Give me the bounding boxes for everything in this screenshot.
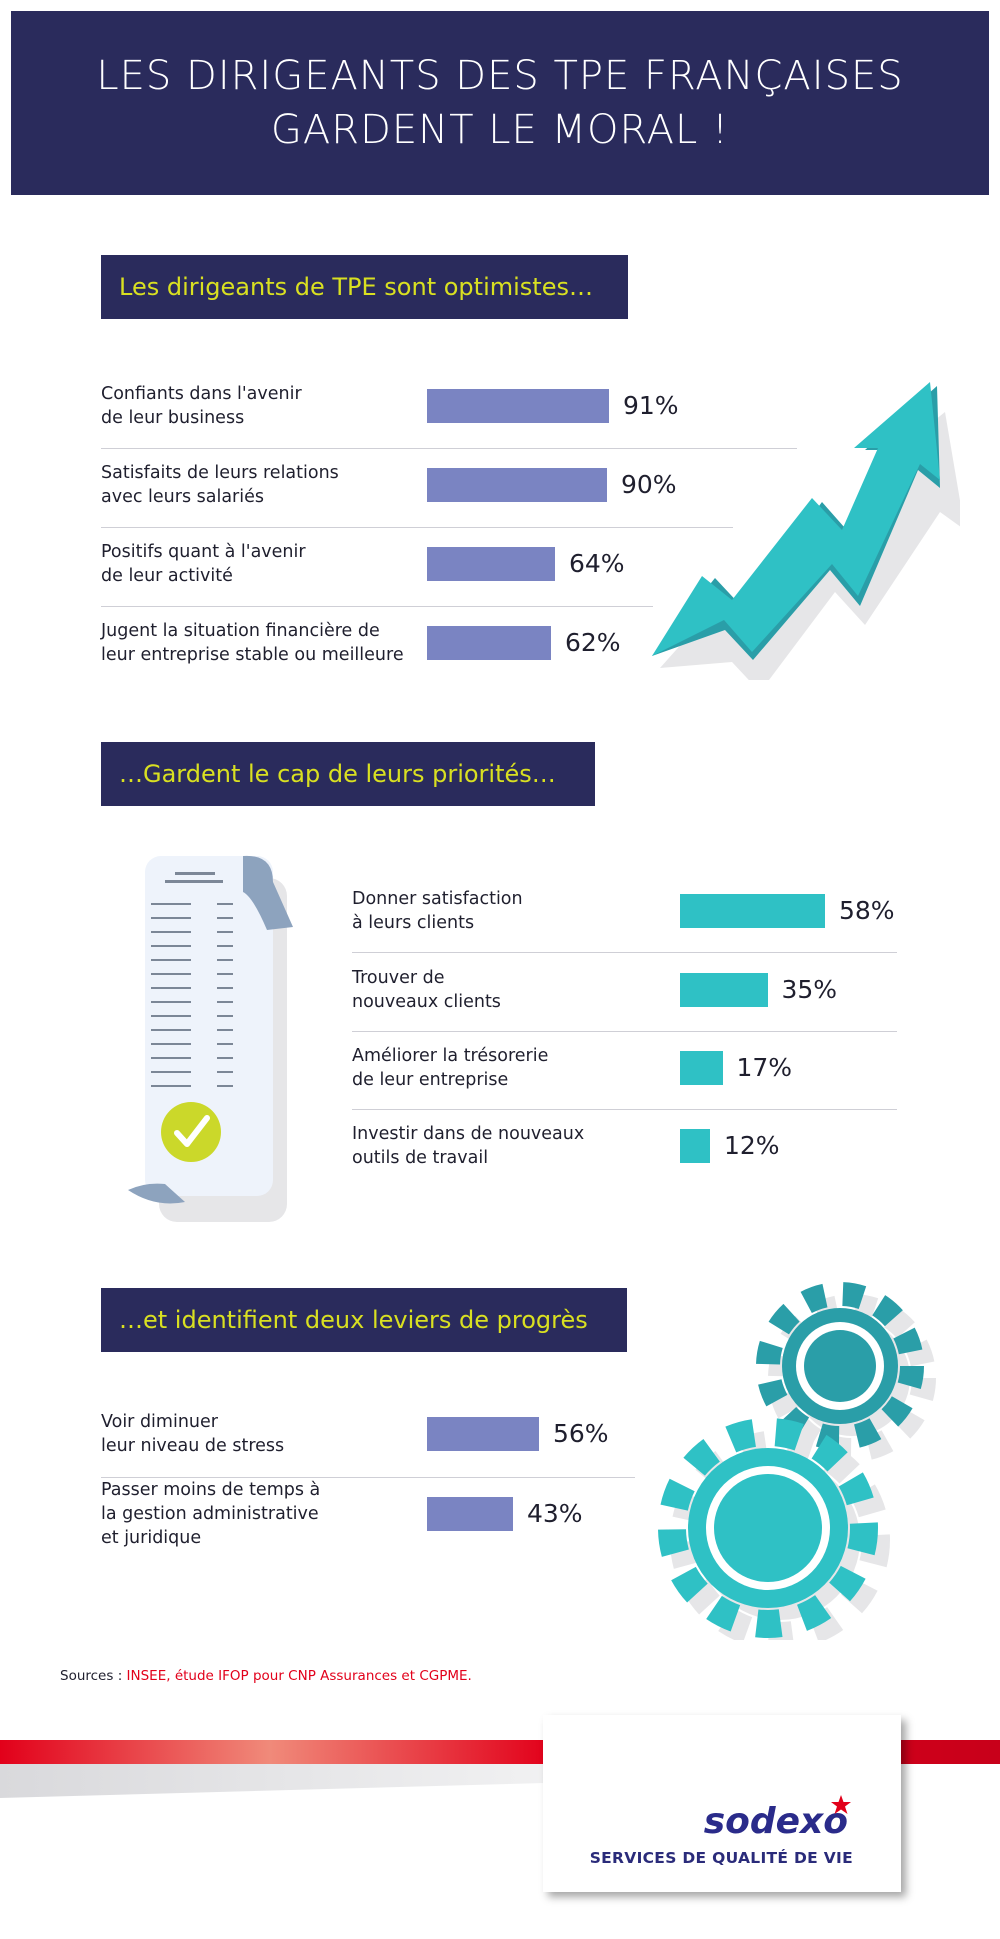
category-label: Positifs quant à l'avenir de leur activit…: [101, 540, 306, 588]
bar: [427, 1417, 539, 1451]
category-label-line: Investir dans de nouveaux: [352, 1124, 585, 1144]
category-label: Améliorer la trésorerie de leur entrepris…: [352, 1044, 548, 1092]
section-1-heading: Les dirigeants de TPE sont optimistes…: [101, 255, 628, 319]
bar: [427, 547, 555, 581]
value-label: 58%: [839, 896, 895, 925]
category-label-line: à leurs clients: [352, 913, 475, 933]
category-label-line: Confiants dans l'avenir: [101, 384, 302, 404]
title-banner: LES DIRIGEANTS DES TPE FRANÇAISES GARDEN…: [11, 11, 989, 195]
category-label-line: Satisfaits de leurs relations: [101, 463, 339, 483]
sources-prefix: Sources :: [60, 1668, 127, 1684]
value-label: 62%: [565, 628, 621, 657]
star-icon: [831, 1795, 851, 1814]
bar: [680, 973, 768, 1007]
value-label: 12%: [724, 1131, 780, 1160]
bar: [427, 389, 609, 423]
row-divider: [101, 1477, 635, 1478]
category-label-line: outils de travail: [352, 1148, 489, 1168]
row-divider: [352, 952, 897, 953]
row-divider: [101, 527, 733, 528]
category-label-line: de leur business: [101, 408, 245, 428]
category-label: Confiants dans l'avenir de leur business: [101, 382, 302, 430]
section-2-heading: …Gardent le cap de leurs priorités…: [101, 742, 595, 806]
category-label-line: avec leurs salariés: [101, 487, 264, 507]
category-label-line: de leur activité: [101, 566, 233, 586]
category-label: Trouver de nouveaux clients: [352, 966, 501, 1014]
category-label-line: et juridique: [101, 1528, 202, 1548]
category-label-line: de leur entreprise: [352, 1070, 509, 1090]
sources-text: INSEE, étude IFOP pour CNP Assurances et…: [126, 1668, 472, 1684]
category-label: Passer moins de temps à la gestion admini…: [101, 1478, 320, 1550]
logo-wordmark: sodexo: [703, 1801, 848, 1842]
sodexo-logo: sodexo SERVICES DE QUALITÉ DE VIE: [543, 1715, 901, 1892]
value-label: 35%: [781, 975, 838, 1004]
title-line-2: GARDENT LE MORAL !: [270, 107, 730, 153]
title-line-1: LES DIRIGEANTS DES TPE FRANÇAISES: [96, 53, 904, 99]
value-label: 91%: [623, 391, 679, 420]
checklist-receipt-icon: [128, 855, 293, 1222]
section-3-heading: …et identifient deux leviers de progrès: [101, 1288, 627, 1352]
category-label: Jugent la situation financière de leur en…: [101, 619, 404, 667]
row-divider: [101, 448, 797, 449]
bar: [427, 626, 551, 660]
sources-note: Sources : INSEE, étude IFOP pour CNP Ass…: [60, 1668, 472, 1684]
value-label: 90%: [621, 470, 677, 499]
bar: [427, 468, 607, 502]
category-label-line: Voir diminuer: [101, 1412, 218, 1432]
category-label-line: Améliorer la trésorerie: [352, 1046, 549, 1066]
row-divider: [352, 1109, 897, 1110]
category-label-line: leur entreprise stable ou meilleure: [101, 645, 404, 665]
gears-icon: [658, 1282, 936, 1640]
bar: [680, 894, 825, 928]
bar: [680, 1051, 723, 1085]
value-label: 64%: [569, 549, 625, 578]
category-label-line: Jugent la situation financière de: [101, 621, 380, 641]
category-label-line: Passer moins de temps à: [101, 1480, 321, 1500]
row-divider: [352, 1031, 897, 1032]
category-label: Voir diminuer leur niveau de stress: [101, 1410, 284, 1458]
category-label: Donner satisfaction à leurs clients: [352, 887, 523, 935]
category-label: Satisfaits de leurs relations avec leurs …: [101, 461, 339, 509]
category-label-line: Donner satisfaction: [352, 889, 523, 909]
category-label-line: nouveaux clients: [352, 992, 501, 1012]
category-label-line: Positifs quant à l'avenir: [101, 542, 306, 562]
row-divider: [101, 606, 653, 607]
value-label: 17%: [736, 1053, 793, 1082]
value-label: 56%: [553, 1419, 609, 1448]
logo-tagline: SERVICES DE QUALITÉ DE VIE: [589, 1849, 853, 1867]
category-label-line: la gestion administrative: [101, 1504, 319, 1524]
value-label: 43%: [527, 1499, 583, 1528]
bar: [427, 1497, 513, 1531]
category-label-line: Trouver de: [352, 968, 445, 988]
category-label: Investir dans de nouveaux outils de trava…: [352, 1122, 584, 1170]
bar: [680, 1129, 710, 1163]
category-label-line: leur niveau de stress: [101, 1436, 285, 1456]
rising-arrow-icon: [652, 382, 960, 680]
